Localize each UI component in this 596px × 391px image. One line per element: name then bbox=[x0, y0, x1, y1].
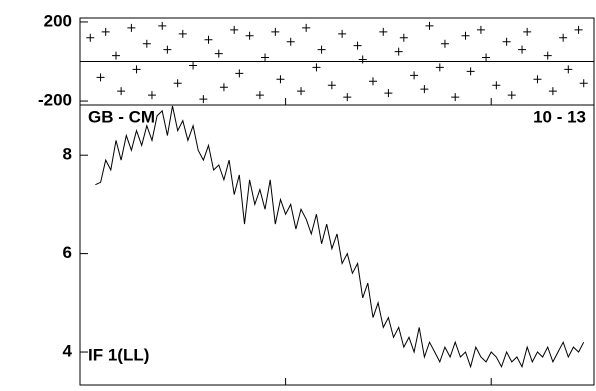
point bbox=[399, 33, 408, 42]
point bbox=[96, 73, 105, 82]
point bbox=[425, 21, 434, 30]
point bbox=[173, 79, 182, 88]
point bbox=[358, 55, 367, 64]
y-tick-label: 8 bbox=[63, 145, 72, 164]
point bbox=[117, 87, 126, 96]
annotation: 10 - 13 bbox=[533, 107, 586, 126]
point bbox=[132, 65, 141, 74]
point bbox=[158, 21, 167, 30]
point bbox=[189, 61, 198, 70]
point bbox=[543, 51, 552, 60]
point bbox=[461, 31, 470, 40]
point bbox=[147, 91, 156, 100]
point bbox=[302, 23, 311, 32]
point bbox=[343, 93, 352, 102]
point bbox=[142, 39, 151, 48]
point bbox=[163, 45, 172, 54]
point bbox=[466, 67, 475, 76]
point bbox=[564, 65, 573, 74]
point bbox=[261, 53, 270, 62]
point bbox=[476, 25, 485, 34]
point bbox=[384, 89, 393, 98]
point bbox=[230, 25, 239, 34]
point bbox=[507, 91, 516, 100]
point bbox=[204, 35, 213, 44]
point bbox=[255, 91, 264, 100]
plot-frame bbox=[79, 104, 595, 386]
point bbox=[199, 95, 208, 104]
point bbox=[394, 47, 403, 56]
point bbox=[235, 69, 244, 78]
point bbox=[502, 37, 511, 46]
point bbox=[312, 63, 321, 72]
point bbox=[559, 33, 568, 42]
y-tick-label: 6 bbox=[63, 243, 72, 262]
point bbox=[451, 93, 460, 102]
point bbox=[101, 27, 110, 36]
point bbox=[86, 33, 95, 42]
point bbox=[440, 39, 449, 48]
point bbox=[317, 45, 326, 54]
y-tick-label: 200 bbox=[44, 11, 72, 30]
point bbox=[214, 49, 223, 58]
point bbox=[410, 71, 419, 80]
annotation: IF 1(LL) bbox=[88, 345, 149, 364]
y-tick-label: 4 bbox=[63, 342, 73, 361]
point bbox=[178, 29, 187, 38]
point bbox=[338, 29, 347, 38]
point bbox=[435, 63, 444, 72]
point bbox=[245, 31, 254, 40]
point bbox=[219, 83, 228, 92]
point bbox=[523, 27, 532, 36]
point bbox=[368, 77, 377, 86]
point bbox=[482, 53, 491, 62]
point bbox=[297, 87, 306, 96]
point bbox=[492, 81, 501, 90]
point bbox=[111, 51, 120, 60]
point bbox=[271, 27, 280, 36]
point bbox=[353, 41, 362, 50]
point bbox=[379, 27, 388, 36]
point bbox=[518, 45, 527, 54]
line bbox=[95, 105, 585, 369]
point bbox=[420, 85, 429, 94]
point bbox=[276, 75, 285, 84]
point bbox=[579, 79, 588, 88]
annotation: GB - CM bbox=[88, 107, 155, 126]
point bbox=[533, 75, 542, 84]
point bbox=[548, 87, 557, 96]
y-tick-label: -200 bbox=[38, 91, 72, 110]
point bbox=[286, 37, 295, 46]
point bbox=[127, 23, 136, 32]
point bbox=[574, 25, 583, 34]
point bbox=[327, 81, 336, 90]
